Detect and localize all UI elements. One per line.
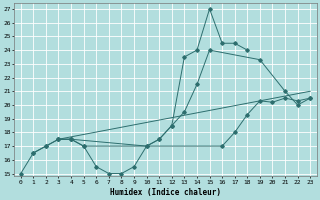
X-axis label: Humidex (Indice chaleur): Humidex (Indice chaleur): [110, 188, 221, 197]
